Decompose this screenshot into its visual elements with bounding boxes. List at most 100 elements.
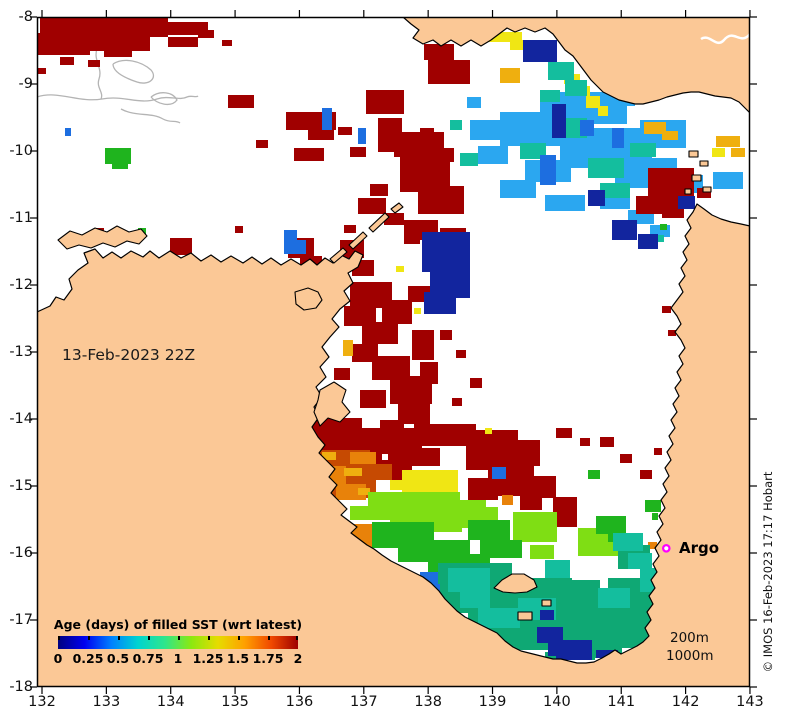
sst-age-patch-darkred: [366, 90, 404, 114]
depth-contour-label-200m: 200m: [670, 630, 709, 646]
colorbar-tick: [178, 636, 180, 640]
sst-age-patch-darkred: [398, 402, 430, 424]
sst-age-patch-darkred: [420, 128, 434, 138]
sst-age-patch-darkred: [344, 306, 376, 326]
sst-age-patch-orange: [648, 542, 657, 549]
x-tick-label: 134: [156, 694, 185, 710]
sst-age-patch-navy: [422, 232, 470, 272]
sst-age-patch-darkred: [350, 147, 366, 157]
depth-contour-label-1000m: 1000m: [666, 648, 714, 664]
y-tick-label: -18: [9, 679, 33, 695]
sst-age-patch-navy: [678, 196, 695, 209]
sst-age-patch-darkred: [418, 186, 464, 214]
sst-age-patch-green: [468, 520, 510, 540]
sst-age-patch-yellow: [586, 96, 600, 108]
sst-age-patch-yellow: [485, 428, 492, 434]
y-tick-label: -8: [18, 9, 33, 25]
sst-age-patch-darkred: [440, 330, 452, 340]
sst-age-patch-darkred: [38, 68, 46, 74]
sst-age-patch-darkred: [620, 454, 632, 463]
sst-age-patch-darkred: [352, 344, 378, 362]
x-tick-label: 132: [28, 694, 56, 710]
sst-age-patch-darkred: [668, 330, 676, 336]
sst-age-patch-navy: [588, 190, 605, 206]
sst-age-patch-teal: [598, 588, 630, 608]
sst-age-patch-darkred: [662, 306, 671, 313]
islands: [57, 150, 712, 621]
colorbar-tick-label: 1.5: [226, 651, 250, 666]
colorbar-tick: [88, 636, 90, 640]
colorbar-tick-label: 0: [53, 651, 63, 666]
sst-age-patch-green: [652, 513, 658, 520]
landmass-australia: [37, 203, 750, 687]
sst-age-patch-blue: [358, 128, 366, 144]
colorbar-tick: [238, 636, 240, 640]
sst-age-patch-green: [480, 540, 522, 558]
sst-age-patch-teal: [450, 120, 462, 130]
sst-age-patch-navy: [596, 650, 618, 658]
argo-label: Argo: [679, 539, 720, 557]
x-tick-label: 133: [92, 694, 121, 710]
sst-age-patch-orange: [350, 452, 376, 464]
colorbar-tick-label: 0.75: [132, 651, 164, 666]
sst-age-patch-darkred: [58, 37, 150, 51]
sst-age-patch-teal: [565, 80, 587, 96]
sst-age-patch-darkred: [580, 438, 590, 446]
sst-age-patch-darkred: [382, 300, 412, 324]
colorbar-title: Age (days) of filled SST (wrt latest): [53, 617, 303, 632]
sst-age-patch-teal: [548, 62, 574, 80]
colorbar-tick-label: 0.5: [106, 651, 130, 666]
sst-age-patch-darkred: [104, 48, 132, 57]
x-tick-label: 137: [349, 694, 378, 710]
colorbar-gradient: [58, 636, 298, 649]
colorbar-tick: [118, 636, 120, 640]
y-tick-label: -11: [9, 210, 33, 226]
x-tick-label: 140: [543, 694, 571, 710]
sst-age-patch-darkred: [344, 225, 356, 233]
argo-float-marker: [661, 544, 671, 553]
sst-age-patch-darkred: [338, 127, 352, 135]
sst-age-patch-darkred: [256, 140, 268, 148]
x-tick-label: 141: [607, 694, 636, 710]
sst-age-patch-teal: [448, 568, 490, 592]
sst-age-patch-yellow: [712, 148, 725, 157]
sst-age-patch-navy: [556, 648, 592, 660]
sst-age-patch-darkred: [560, 497, 574, 523]
island-wessel-2: [348, 231, 368, 250]
sst-age-patch-darkred: [600, 437, 614, 447]
sst-age-patch-darkred: [528, 476, 556, 498]
sst-age-patch-darkred: [362, 322, 398, 344]
sst-age-patch-yellow: [598, 106, 608, 116]
colorbar-tick: [58, 636, 60, 640]
sst-age-patch-blue: [65, 128, 71, 136]
colorbar-tick-label: 2: [293, 651, 303, 666]
sst-age-patch-darkred: [452, 398, 462, 406]
colorbar-tick-label: 1: [173, 651, 183, 666]
island-torres-3: [691, 174, 702, 182]
sst-age-patch-blue: [540, 155, 556, 185]
sst-age-patch-darkred: [428, 60, 470, 84]
island-groote: [313, 381, 351, 427]
sst-age-patch-teal: [600, 183, 630, 198]
sst-age-patch-darkred: [294, 148, 324, 161]
x-tick-label: 142: [671, 694, 700, 710]
sst-age-patch-darkred: [358, 198, 386, 214]
sst-age-patch-gold: [358, 488, 370, 495]
sst-age-patch-darkred: [424, 44, 454, 60]
x-tick-label: 139: [478, 694, 507, 710]
sst-age-patch-teal: [460, 590, 490, 608]
sst-age-patch-darkred: [150, 22, 208, 35]
sst-age-patch-gold: [343, 340, 353, 356]
colorbar-tick: [268, 636, 270, 640]
sst-age-patch-skyblue: [467, 97, 481, 108]
sst-age-patch-yellow: [390, 480, 406, 490]
x-tick-label: 135: [221, 694, 249, 710]
y-tick-label: -17: [9, 612, 33, 628]
sst-age-patch-darkred: [456, 350, 466, 358]
sst-age-patch-skyblue: [470, 120, 512, 140]
y-tick-label: -10: [9, 143, 33, 159]
sst-age-patch-darkred: [222, 40, 232, 46]
x-tick-label: 143: [736, 694, 764, 710]
sst-age-patch-gold: [716, 136, 740, 147]
